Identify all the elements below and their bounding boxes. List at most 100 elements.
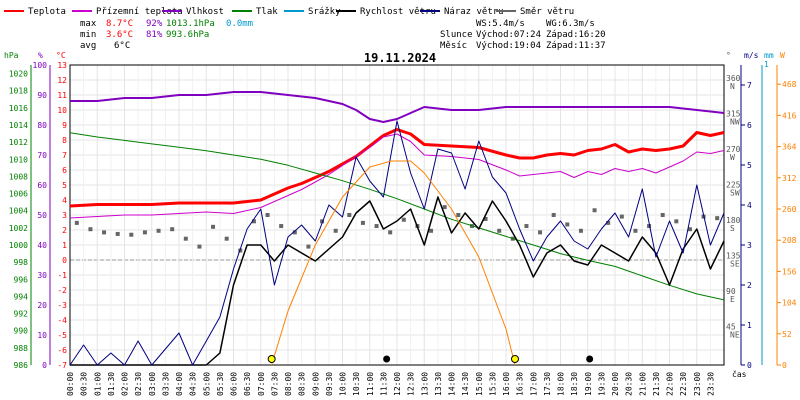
stat-pres-min: 993.6hPa — [166, 30, 209, 40]
moonrise-marker — [586, 355, 594, 363]
series-layer — [69, 91, 725, 366]
legend: Teplota Přízemní teplota Vlhkost Tlak Srážky… — [4, 7, 574, 17]
wind-direction-point — [333, 228, 338, 233]
legend-label: Tlak — [256, 7, 278, 17]
unit-mm: mm — [764, 51, 774, 60]
tick-labels: 00:00 00:30 01:00 01:30 02:00 02:30 03:00 03:30… — [9, 61, 797, 396]
mm-tick-1: 1 — [764, 60, 769, 69]
dir-tick-value: 270 — [726, 145, 741, 154]
legend-label: Srážky — [308, 7, 341, 17]
time-tick-label: 20:30 — [625, 372, 634, 396]
stat-temp-avg: 6°C — [114, 41, 130, 51]
time-tick-label: 19:30 — [597, 372, 606, 396]
stat-wg: WG:6.3m/s — [546, 19, 595, 29]
wind-direction-point — [224, 236, 229, 241]
axes — [30, 64, 781, 366]
stat-pres-max: 1013.1hPa — [166, 19, 215, 29]
hpa-tick-label: 990 — [14, 327, 29, 336]
ms-tick-label: 7 — [747, 81, 752, 90]
legend-item-2: Vlhkost — [162, 7, 224, 17]
wind-direction-point — [156, 228, 161, 233]
unit-hpa: hPa — [4, 51, 19, 60]
wind-direction-point — [211, 224, 216, 229]
chart-title: 19.11.2024 — [364, 51, 436, 65]
degc-tick-label: 10 — [57, 106, 67, 115]
legend-item-4: Srážky — [284, 7, 341, 17]
ms-tick-label: 4 — [747, 201, 752, 210]
unit-ms: m/s — [744, 51, 759, 60]
wind-direction-point — [565, 222, 570, 227]
legend-label: Přízemní teplota — [96, 7, 183, 17]
time-tick-label: 13:30 — [434, 372, 443, 396]
series-line-0 — [69, 128, 725, 208]
unit-dir: ° — [726, 51, 731, 60]
wind-direction-point — [142, 230, 147, 235]
moon-label: Měsíc — [440, 41, 467, 51]
time-tick-label: 08:30 — [298, 372, 307, 396]
legend-item-3: Tlak — [232, 7, 278, 17]
time-tick-label: 01:00 — [93, 372, 102, 396]
dir-tick-name: SW — [730, 188, 740, 197]
sunrise-marker — [267, 355, 276, 363]
time-tick-label: 00:30 — [80, 372, 89, 396]
stats-panel: max 8.7°C 92% 1013.1hPa 0.0mm min 3.6°C … — [80, 19, 606, 51]
legend-label: Teplota — [28, 7, 66, 17]
hpa-tick-label: 994 — [14, 292, 29, 301]
legend-item-0: Teplota — [4, 7, 66, 17]
degc-tick-label: -7 — [57, 361, 67, 370]
time-tick-label: 03:00 — [148, 372, 157, 396]
time-tick-label: 12:00 — [393, 372, 402, 396]
dir-tick-value: 90 — [726, 287, 736, 296]
ms-tick-label: 0 — [747, 361, 752, 370]
sun-label: Slunce — [440, 30, 473, 40]
dir-tick-value: 135 — [726, 251, 741, 260]
pct-tick-label: 20 — [37, 301, 47, 310]
wind-direction-point — [633, 228, 638, 233]
wind-direction-point — [674, 219, 679, 224]
time-tick-label: 23:00 — [693, 372, 702, 396]
dir-tick-name: NW — [730, 117, 740, 126]
wind-direction-point — [170, 227, 175, 232]
time-tick-label: 22:00 — [666, 372, 675, 396]
time-tick-label: 17:30 — [543, 372, 552, 396]
sun-rise: Východ:07:24 — [476, 30, 541, 40]
degc-tick-label: -3 — [57, 301, 67, 310]
wind-direction-point — [347, 213, 352, 217]
time-tick-label: 15:00 — [475, 372, 484, 396]
time-tick-label: 12:30 — [407, 372, 416, 396]
wind-direction-point — [619, 214, 624, 219]
time-tick-label: 05:30 — [216, 372, 225, 396]
time-tick-label: 16:30 — [516, 372, 525, 396]
pct-tick-label: 50 — [37, 211, 47, 220]
moonset-marker — [383, 355, 391, 363]
dir-tick-value: 315 — [726, 109, 741, 118]
hpa-tick-label: 1006 — [9, 190, 28, 199]
sun-set: Západ:16:20 — [546, 30, 606, 40]
time-tick-label: 11:00 — [366, 372, 375, 396]
hpa-tick-label: 1004 — [9, 207, 28, 216]
wind-direction-point — [715, 216, 720, 221]
wind-direction-point — [606, 220, 611, 225]
wind-direction-point — [238, 248, 243, 253]
time-tick-label: 02:00 — [121, 372, 130, 396]
ms-tick-label: 2 — [747, 281, 752, 290]
stat-hum-min: 81% — [146, 30, 163, 40]
dir-tick-name: S — [730, 224, 735, 233]
time-tick-label: 20:00 — [611, 372, 620, 396]
time-tick-label: 02:30 — [134, 372, 143, 396]
pct-tick-label: 0 — [42, 361, 47, 370]
wind-direction-point — [360, 220, 365, 225]
pct-tick-label: 100 — [33, 61, 48, 70]
dir-tick-name: N — [730, 82, 735, 91]
dir-tick-name: E — [730, 295, 735, 304]
wind-direction-point — [102, 230, 107, 235]
wind-direction-point — [183, 236, 188, 241]
ms-tick-label: 3 — [747, 241, 752, 250]
wind-direction-point — [456, 213, 461, 217]
time-tick-label: 18:00 — [557, 372, 566, 396]
time-tick-label: 04:30 — [189, 372, 198, 396]
wind-direction-point — [524, 224, 529, 229]
legend-label: Rychlost větru — [360, 7, 436, 17]
time-tick-label: 21:30 — [652, 372, 661, 396]
